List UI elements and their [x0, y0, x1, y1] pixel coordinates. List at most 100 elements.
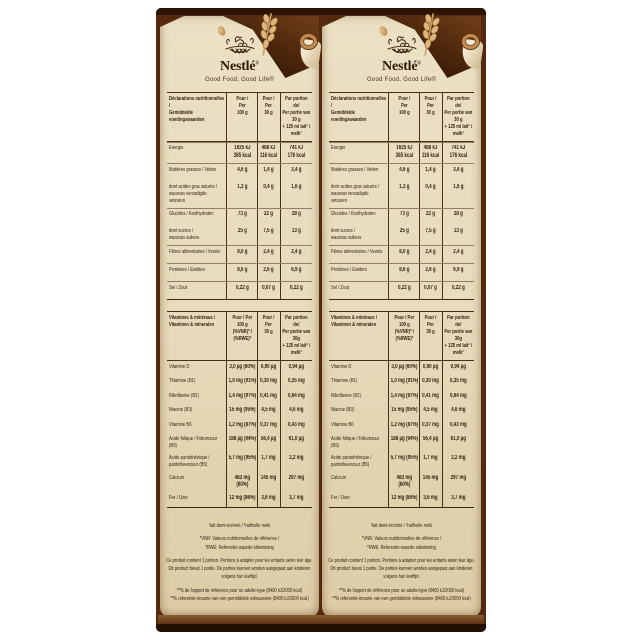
value-per-100g: 73 g — [226, 208, 256, 226]
table-row: Vitamine D 3,0 µg (60%) 0,90 µg 0,94 µg — [329, 361, 474, 376]
reference-intake-footnote-fr: **% de l'apport de référence pour un adu… — [176, 587, 303, 594]
nutrient-label: Protéines / Eiwitten — [331, 266, 367, 273]
nestle-logo: Nestlé® Good Food, Good Life® — [160, 28, 319, 83]
value-per-100g: 1,2 mg (87%) — [226, 419, 256, 434]
rwe-footnote: *RWE: Referentie-waarde etikettering — [205, 544, 274, 551]
table-row: dont acides gras saturés / waarvan verza… — [167, 181, 312, 208]
value-per-30g: 145 mg — [256, 472, 280, 493]
table-row: Calcium 483 mg (60%) 145 mg 297 mg — [167, 472, 312, 493]
value-per-30g: 56,4 µg — [256, 433, 280, 453]
value-per-30g: 0,37 mg — [256, 419, 280, 434]
value-per-100g: 0,22 g — [388, 282, 418, 300]
value-per-30g: 488 kJ 116 kcal — [418, 142, 442, 164]
vitamin-label: Vitamine B6 — [169, 421, 192, 428]
milk-footnote: ¹lait demi-écrémé / ¹halfvolle melk — [370, 523, 433, 529]
nutrition-declarations-table: Déclarations nutritionnelles / Gemiddeld… — [329, 92, 474, 301]
value-per-portion: 6,9 g — [442, 264, 474, 282]
nestle-nest-icon — [387, 36, 416, 54]
vitamin-label: Riboflavine (B2) — [169, 392, 199, 399]
value-per-portion: 741 kJ 176 kcal — [442, 142, 474, 164]
value-per-100g: 1,2 mg (87%) — [388, 419, 418, 434]
value-per-100g: 0,22 g — [226, 282, 256, 300]
value-per-30g: 4,5 mg — [418, 404, 442, 419]
header-per-30g: Pour / Per 30 g — [418, 93, 442, 141]
nutrient-label: dont acides gras saturés / waarvan verza… — [331, 183, 380, 205]
table-row: Matières grasses / Vetten 4,6 g 1,4 g 3,… — [167, 163, 312, 182]
table-row: Riboflavine (B2) 1,4 mg (97%) 0,41 mg 0,… — [167, 390, 312, 405]
value-per-portion: 0,22 g — [280, 282, 312, 300]
table-row: Fibres alimentaires / Vezels 8,0 g 2,4 g… — [329, 245, 474, 264]
value-per-30g: 4,5 mg — [256, 404, 280, 419]
value-per-portion: 0,64 mg — [280, 390, 312, 405]
value-per-portion: 61,0 µg — [280, 433, 312, 453]
value-per-portion: 0,35 mg — [280, 375, 312, 390]
nutrient-label: Glucides / Koolhydraten — [169, 211, 214, 218]
value-per-100g: 12 mg (86%) — [226, 492, 256, 507]
vitamin-label: Niacine (B3) — [331, 407, 355, 413]
vnr-footnote: *VNR: Valeurs nutritionnelles de référen… — [361, 536, 442, 543]
brand-name: Nestlé — [382, 59, 418, 74]
nestle-nest-icon — [225, 36, 254, 54]
table-row: Niacine (B3) 15 mg (95%) 4,5 mg 4,6 mg — [167, 404, 312, 419]
vnr-footnote: *VNR: Valeurs nutritionnelles de référen… — [199, 536, 280, 543]
header-declarations: Déclarations nutritionnelles / Gemiddeld… — [169, 95, 225, 123]
nestle-logo: Nestlé® Good Food, Good Life® — [322, 28, 481, 83]
value-per-30g: 1,4 g — [418, 164, 442, 182]
reference-intake-footnote-nl: **% referentie-inname van een gemiddelde… — [170, 595, 309, 602]
value-per-100g: 3,0 µg (60%) — [226, 361, 256, 376]
nutrient-label: dont sucres / waarvan suikers — [331, 228, 362, 242]
value-per-30g: 2,4 g — [256, 246, 280, 264]
value-per-30g: 0,4 g — [418, 181, 442, 208]
nutrient-label: Energie — [169, 145, 184, 152]
vitamin-label: Thiamine (B1) — [331, 378, 358, 384]
vitamin-label: Vitamine D — [169, 363, 190, 370]
nutrient-label: Fibres alimentaires / Vezels — [169, 248, 221, 255]
header-per-100g-vnr: Pour / Per 100 g (%VNR)* / (%RWE)* — [388, 312, 418, 360]
value-per-100g: 1625 kJ 385 kcal — [388, 142, 418, 164]
vitamin-label: Riboflavine (B2) — [331, 392, 361, 399]
value-per-30g: 1,4 g — [256, 164, 280, 182]
table-header-row: Vitamines & minéraux / Vitaminen & miner… — [167, 312, 312, 361]
value-per-30g: 56,4 µg — [418, 433, 442, 453]
milk-footnote: ¹lait demi-écrémé / ¹halfvolle melk — [208, 523, 271, 529]
value-per-30g: 0,07 g — [256, 282, 280, 300]
value-per-portion: 0,94 µg — [280, 361, 312, 376]
value-per-30g: 3,6 mg — [418, 492, 442, 507]
nutrient-label: Protéines / Eiwitten — [169, 266, 205, 273]
trademark-symbol: ® — [255, 61, 259, 67]
nutrition-panel-left: Nestlé® Good Food, Good Life® Déclaratio… — [160, 13, 322, 617]
value-per-portion: 28 g — [280, 208, 312, 226]
value-per-30g: 22 g — [256, 208, 280, 226]
nutrient-label: dont sucres / waarvan suikers — [169, 228, 200, 242]
table-body: Energie 1625 kJ 385 kcal 488 kJ 116 kcal… — [329, 141, 474, 300]
value-per-100g: 15 mg (95%) — [388, 404, 418, 419]
value-per-100g: 3,0 µg (60%) — [388, 361, 418, 376]
header-vitamins: Vitamines & minéraux / Vitaminen & miner… — [169, 314, 216, 328]
value-per-portion: 0,43 mg — [280, 419, 312, 434]
header-per-30g: Pour / Per 30 g — [256, 312, 280, 360]
header-per-100g: Pour / Per 100 g — [388, 93, 418, 141]
vitamin-label: Vitamine D — [331, 363, 352, 370]
nutrient-label: dont acides gras saturés / waarvan verza… — [169, 183, 218, 205]
vitamin-label: Calcium — [169, 474, 185, 481]
value-per-portion: 297 mg — [280, 472, 312, 493]
value-per-portion: 13 g — [442, 225, 474, 246]
table-row: Vitamine B6 1,2 mg (87%) 0,37 mg 0,43 mg — [167, 419, 312, 434]
vitamin-label: Thiamine (B1) — [169, 378, 196, 384]
trademark-symbol: ® — [417, 61, 421, 67]
value-per-100g: 15 mg (95%) — [226, 404, 256, 419]
vitamin-label: Fer / IJzer — [169, 494, 188, 501]
value-per-100g: 1,3 g — [226, 181, 256, 208]
value-per-portion: 4,6 mg — [280, 404, 312, 419]
vitamins-minerals-table: Vitamines & minéraux / Vitaminen & miner… — [167, 311, 312, 508]
value-per-30g: 0,41 mg — [256, 390, 280, 405]
nutrient-label: Energie — [331, 145, 346, 152]
value-per-30g: 22 g — [418, 208, 442, 226]
table-row: Glucides / Koolhydraten 73 g 22 g 28 g — [329, 207, 474, 226]
value-per-portion: 297 mg — [442, 472, 474, 493]
value-per-100g: 8,6 g — [388, 264, 418, 282]
value-per-100g: 483 mg (60%) — [226, 472, 256, 493]
table-row: Sel / Zout 0,22 g 0,07 g 0,22 g — [329, 281, 474, 300]
table-body: Vitamine D 3,0 µg (60%) 0,90 µg 0,94 µg … — [167, 361, 312, 507]
header-vitamins: Vitamines & minéraux / Vitaminen & miner… — [331, 314, 378, 328]
